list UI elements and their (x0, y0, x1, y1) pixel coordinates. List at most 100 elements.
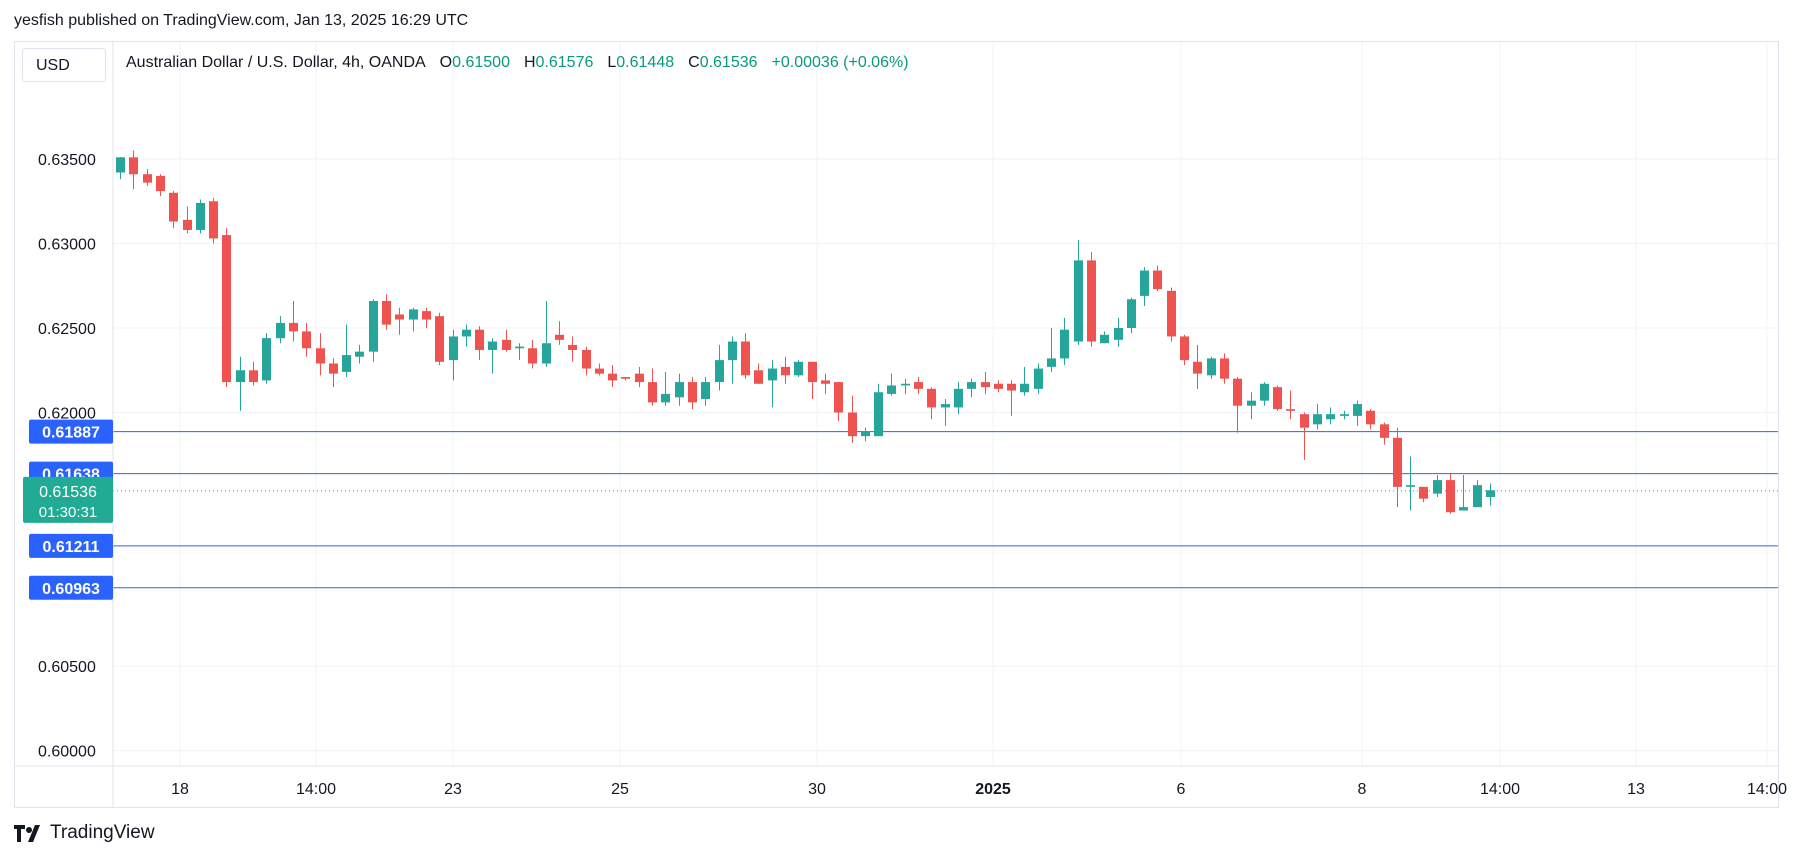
grid (113, 42, 1778, 766)
candles (116, 150, 1495, 514)
candle-body (1233, 378, 1242, 406)
last-price-label: 0.61536 (39, 484, 97, 501)
candle-body (954, 388, 963, 408)
candle-body (1020, 383, 1029, 393)
candle-body (1193, 361, 1202, 374)
candle-body (289, 322, 298, 332)
candle-body (502, 339, 511, 350)
axes: 0.63500 0.63000 0.62500 0.62000 0.60500 0.600… (14, 42, 1787, 808)
candle-body (861, 431, 870, 437)
low-label: L (607, 54, 617, 71)
candle-body (887, 385, 896, 394)
level-price-tag (29, 575, 113, 600)
candle-body (236, 370, 245, 383)
candle-body (1459, 507, 1468, 511)
candle-body (1047, 358, 1056, 367)
candle-body (1366, 410, 1375, 425)
candle-body (1074, 260, 1083, 342)
x-tick-label: 30 (808, 781, 826, 798)
change-value: +0.00036 (+0.06%) (771, 54, 909, 71)
candle-body (209, 201, 218, 239)
candle-body (675, 382, 684, 398)
low-value: 0.61448 (616, 54, 675, 71)
candle-body (927, 388, 936, 408)
candle-body (1326, 414, 1335, 420)
candle-body (701, 382, 710, 399)
ohlc-legend: Australian Dollar / U.S. Dollar, 4h, OAN… (126, 54, 909, 72)
candle-body (1007, 383, 1016, 391)
last-price-tag (23, 476, 113, 523)
close-value: 0.61536 (699, 54, 758, 71)
candle-body (1180, 336, 1189, 361)
candle-body (768, 368, 777, 381)
level-price-label: 0.61211 (43, 539, 100, 556)
candle-body (741, 341, 750, 376)
candle-body (834, 382, 843, 413)
candle-body (1406, 485, 1415, 487)
candle-body (754, 370, 763, 384)
high-label: H (523, 54, 536, 71)
x-tick-label: 14:00 (1747, 781, 1787, 798)
candle-body (528, 348, 537, 364)
candle-body (1060, 329, 1069, 359)
candle-body (129, 157, 138, 175)
candle-body (355, 351, 364, 357)
candle-body (1353, 404, 1362, 416)
x-tick-label: 6 (1177, 781, 1186, 798)
candle-body (395, 314, 404, 320)
x-tick-label: 25 (611, 781, 629, 798)
candle-body (967, 382, 976, 389)
candle-body (196, 202, 205, 230)
candle-body (1153, 270, 1162, 290)
candle-body (1286, 409, 1295, 411)
candle-body (435, 316, 444, 362)
candle-body (316, 348, 325, 364)
candle-body (1140, 270, 1149, 296)
candle-body (369, 300, 378, 352)
candle-body (608, 373, 617, 381)
candle-body (342, 355, 351, 372)
x-tick-label: 23 (444, 781, 462, 798)
level-price-tag (29, 533, 113, 558)
candle-body (914, 382, 923, 389)
candle-body (488, 341, 497, 350)
x-tick-label: 13 (1627, 781, 1645, 798)
candle-body (1313, 414, 1322, 425)
candle-body (449, 336, 458, 361)
candle-body (1127, 299, 1136, 328)
candle-body (475, 329, 484, 350)
y-tick-label: 0.62500 (38, 321, 96, 338)
x-tick-label: 14:00 (1480, 781, 1520, 798)
open-label: O (439, 54, 453, 71)
candle-body (1034, 368, 1043, 389)
candle-body (1260, 383, 1269, 401)
close-label: C (688, 54, 700, 71)
candle-body (116, 157, 125, 173)
candle-body (901, 383, 910, 386)
y-tick-label: 0.60000 (38, 744, 96, 761)
tradingview-logo[interactable]: TradingView (14, 822, 155, 844)
candle-body (688, 382, 697, 403)
publish-line: yesfish published on TradingView.com, Ja… (14, 12, 469, 29)
candle-body (462, 329, 471, 337)
candle-body (515, 346, 524, 349)
candle-body (794, 361, 803, 376)
candle-body (621, 377, 630, 379)
candle-body (808, 361, 817, 383)
currency-button[interactable]: USD (22, 48, 106, 82)
candle-body (249, 370, 258, 383)
candle-body (1114, 328, 1123, 340)
level-price-label: 0.61887 (42, 425, 100, 442)
chart-frame (14, 41, 1779, 808)
candle-body (422, 311, 431, 320)
candle-body (1486, 490, 1495, 497)
candle-body (329, 363, 338, 374)
candle-body (728, 341, 737, 361)
candle-body (821, 380, 830, 384)
candle-body (1220, 358, 1229, 379)
candle-body (1247, 400, 1256, 406)
candle-body (648, 382, 657, 403)
symbol-description[interactable]: Australian Dollar / U.S. Dollar, 4h, OAN… (126, 54, 426, 71)
open-value: 0.61500 (452, 54, 510, 71)
